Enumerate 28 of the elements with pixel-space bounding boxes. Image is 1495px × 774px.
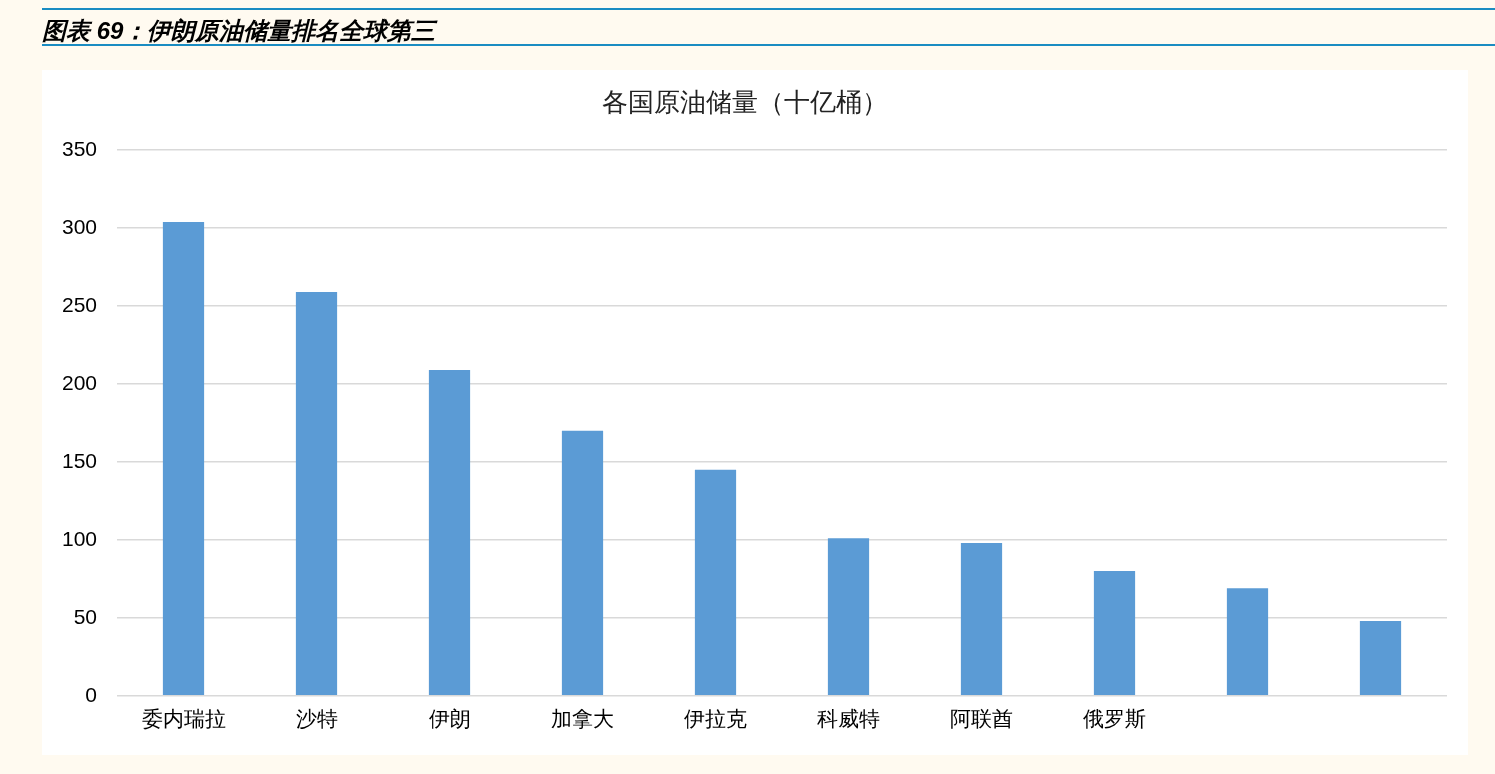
y-tick-label: 100 bbox=[61, 526, 97, 550]
bar bbox=[694, 469, 737, 696]
y-tick-label: 0 bbox=[85, 682, 97, 706]
x-tick-label: 伊拉克 bbox=[684, 706, 747, 731]
chart-subtitle: 各国原油储量（十亿桶） bbox=[601, 88, 888, 118]
y-tick-label: 150 bbox=[61, 448, 97, 472]
bar bbox=[1226, 588, 1269, 696]
bar bbox=[295, 292, 338, 696]
bar bbox=[827, 538, 870, 696]
bar bbox=[960, 543, 1003, 696]
bar bbox=[1093, 571, 1136, 696]
x-tick-label: 阿联酋 bbox=[950, 706, 1013, 731]
x-tick-label: 沙特 bbox=[295, 706, 338, 731]
bar bbox=[162, 221, 205, 696]
y-tick-label: 50 bbox=[73, 604, 97, 628]
y-tick-label: 250 bbox=[61, 292, 97, 316]
y-tick-label: 350 bbox=[61, 137, 97, 160]
x-tick-label: 委内瑞拉 bbox=[141, 706, 226, 731]
y-tick-label: 200 bbox=[61, 370, 97, 394]
y-tick-label: 300 bbox=[61, 214, 97, 238]
x-tick-label: 加拿大 bbox=[551, 706, 614, 731]
x-tick-label: 俄罗斯 bbox=[1083, 706, 1146, 731]
x-tick-label: 科威特 bbox=[817, 706, 880, 731]
bar bbox=[428, 370, 471, 696]
bar bbox=[561, 430, 604, 696]
x-tick-label: 伊朗 bbox=[428, 706, 471, 731]
bar bbox=[1359, 620, 1402, 696]
chart-title: 图表 69：伊朗原油储量排名全球第三 bbox=[42, 16, 436, 46]
